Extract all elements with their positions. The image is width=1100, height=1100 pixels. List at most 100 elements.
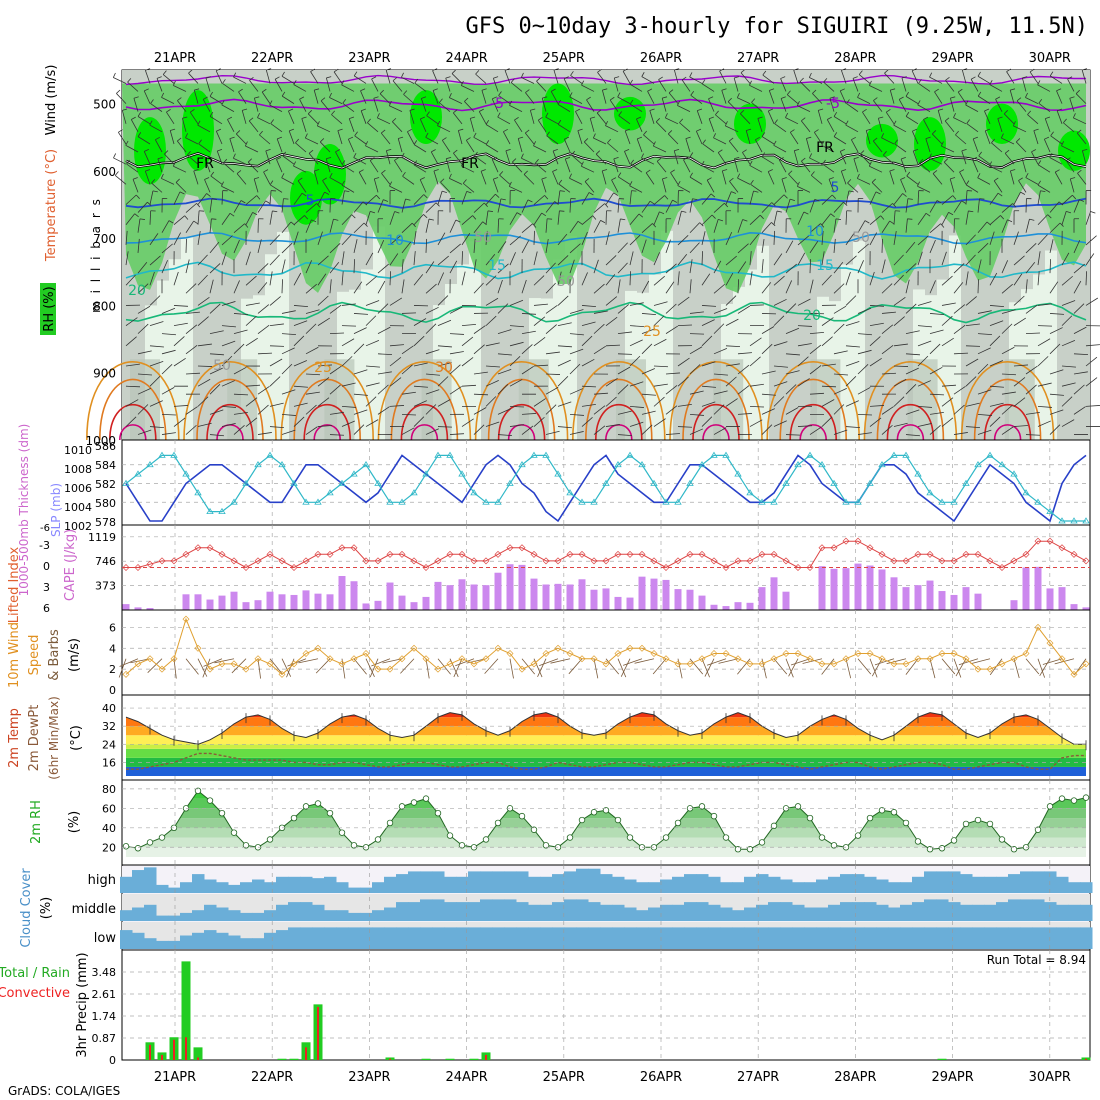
wind-barb [497,368,512,375]
wind-barb-flag [771,202,776,207]
wind-barb [605,316,618,326]
wind-barb [893,124,907,133]
bottom-date-label: 21APR [154,1070,196,1085]
cloud-bar [660,904,673,921]
wind-barb-flag [614,76,620,79]
cloud-bar [1020,871,1033,893]
wind-barb [533,316,546,326]
cloud-bar [216,932,229,949]
cloud-bar [288,902,301,921]
wind-barb [557,401,572,407]
wind-barb [257,239,262,254]
wind-barb-flag [979,198,985,200]
wind-barb [317,125,331,133]
wind-barb [965,210,969,225]
wind-barb [821,416,833,427]
wind-barb [373,178,379,193]
wind-barb-flag [1066,210,1072,214]
wind-barb-flag [689,172,693,178]
wind-barb-flag [341,160,346,165]
li-marker [938,557,946,565]
wind-barb-flag [742,149,747,153]
wind-barb [869,322,884,327]
wind-barb-flag [989,80,993,85]
cloud-bar [516,902,529,921]
wind-barb [953,117,967,125]
wind-barb [185,220,195,233]
wind-barb [281,363,293,375]
precip-panel-frame [121,949,1091,1061]
temp-band [126,766,1086,776]
wind-barb [629,103,643,112]
li-line [126,540,1087,569]
wind-barb [221,423,236,427]
bottom-date-label: 25APR [543,1070,585,1085]
wind-barb-flag [900,156,906,160]
cape-bar [446,585,454,610]
wind-barb [505,150,511,165]
thickness-marker [1082,517,1090,524]
wind-barb [353,313,368,315]
wind-barb [557,295,569,306]
temperature-side-label: Temperature (°C) [44,149,59,262]
wind-barb [113,157,127,165]
cloud-bar [912,902,925,921]
cape-bar [194,594,202,610]
rh2m-marker [410,799,418,806]
wind10-barb [1039,658,1051,677]
wind-barb [622,71,631,84]
wind-barb [1037,214,1048,226]
contour-40-loop [605,424,633,441]
thickness-marker [914,470,922,477]
wind-barb [533,212,543,225]
wind-barb [281,279,283,294]
cloud-bar [1032,871,1045,893]
wind-barb-flag [722,169,728,172]
wind-barb [696,110,703,124]
wind-barb [545,218,548,233]
wind-barb-flag [301,192,307,197]
wind-barb [857,387,871,395]
wind-barb-flag [215,68,221,72]
wind-barb-flag [711,214,716,219]
bottom-date-label: 27APR [737,1070,779,1085]
wind-barb-flag [1063,118,1067,124]
wind-barb [941,195,953,205]
li-marker [962,550,970,558]
wind-barb-flag [401,72,404,78]
wind-barb [233,280,240,294]
wind-barb [653,252,661,266]
cape-bar [818,566,826,610]
wind10-marker [470,660,478,668]
wind10-marker [1010,655,1018,663]
wind-barb-flag [647,88,653,92]
li-marker [830,544,838,552]
wind-barb [1061,340,1076,347]
cloud-bar [1008,899,1021,921]
bottom-date-label: 29APR [931,1070,973,1085]
temp-band [126,744,1086,749]
li-marker [698,550,706,558]
wind-barb [917,213,927,225]
wind-barb [433,170,439,185]
wind-barb [485,230,488,245]
wind-barb-flag [959,169,965,173]
wind-barb-flag [281,91,286,97]
wind-barb-flag [157,156,163,160]
thickness-marker [326,489,334,496]
rh-dry-column [745,269,757,440]
cloud-bar [480,899,493,921]
wind-barb [785,384,797,395]
rh2m-marker [1034,826,1042,833]
wind-barb [821,251,825,266]
wind-barb-flag [254,177,260,180]
cloud-bar [672,876,685,893]
wind-barb-flag [905,111,910,117]
cloud-bar [372,927,385,949]
wind-barb [701,416,713,427]
cloud-bar [540,876,553,893]
wind-barb [521,77,535,84]
wind-barb-flag [965,100,969,106]
wind-barb [965,254,976,266]
